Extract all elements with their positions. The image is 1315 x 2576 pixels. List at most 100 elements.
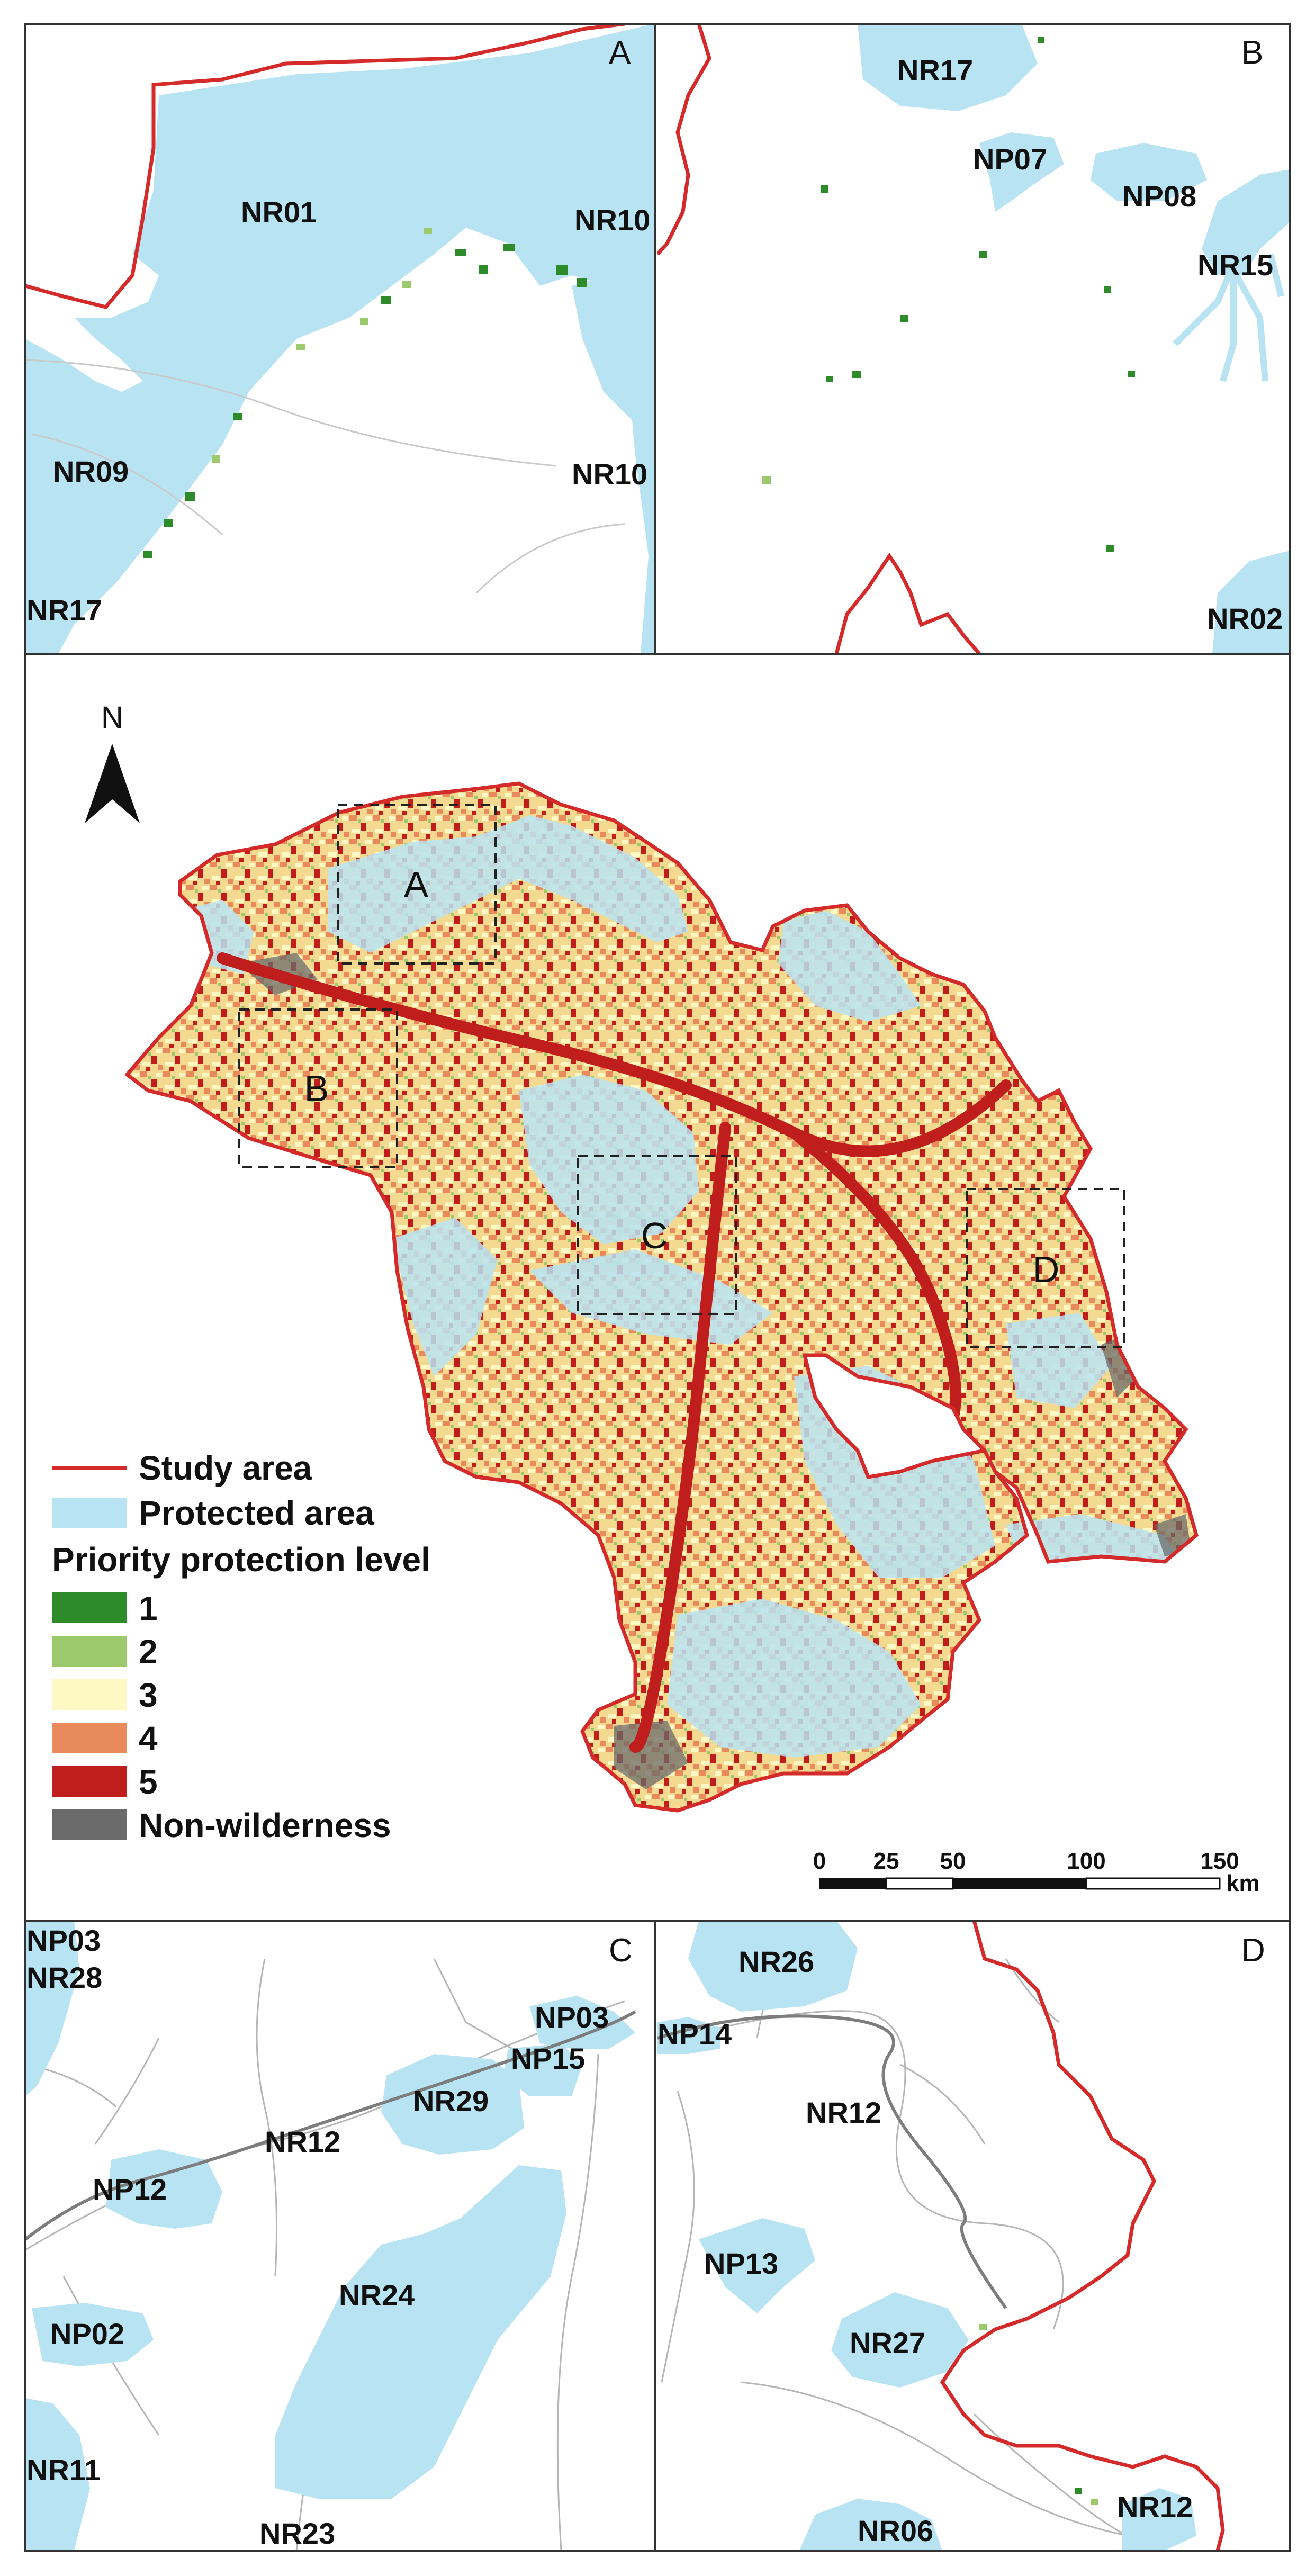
north-label: N [101, 700, 123, 735]
panel-a-letter: A [609, 34, 631, 71]
extent-label-c: C [641, 1215, 668, 1256]
protected-area-np07 [979, 132, 1064, 212]
label-nr26: NR26 [738, 1945, 814, 1978]
label-np02: NP02 [50, 2317, 124, 2350]
label-nr27: NR27 [850, 2326, 925, 2359]
label-nr17-a: NR17 [26, 593, 102, 627]
legend-priority-title: Priority protection level [52, 1541, 430, 1579]
protected-area-nr24 [275, 2165, 566, 2499]
protected-area-south [667, 1599, 921, 1758]
label-nr12-d1: NR12 [806, 2096, 881, 2129]
inset-panel-a: NR01 NR10 NR09 NR10 NR17 A [25, 24, 654, 654]
label-np15: NP15 [511, 2042, 585, 2075]
scale-bar: 0 25 50 100 150 km [813, 1848, 1260, 1896]
protected-area-nr12-d [1122, 2488, 1196, 2551]
river-nr15-branches [1173, 253, 1284, 382]
legend-level-5: 5 [139, 1763, 158, 1801]
label-np12: NP12 [93, 2173, 167, 2206]
legend-swatch-level-4 [52, 1723, 127, 1753]
inset-panel-b: NR17 NP07 NP08 NR15 NR02 B [658, 24, 1290, 654]
extent-label-d: D [1033, 1249, 1060, 1290]
panel-c-letter: C [609, 1932, 633, 1969]
river-c-3 [556, 2053, 599, 2551]
label-nr12-c: NR12 [265, 2125, 340, 2158]
study-area-boundary-d [940, 1921, 1225, 2551]
protected-area-northeast [778, 911, 921, 1022]
river-c-main [25, 2010, 636, 2241]
legend-protected-area: Protected area [139, 1494, 374, 1532]
main-map: N [24, 653, 1291, 1922]
legend: Study area Protected area Priority prote… [52, 1449, 430, 1844]
label-nr29: NR29 [413, 2084, 489, 2118]
study-area-boundary-a [25, 24, 625, 309]
protected-area-np12 [106, 2149, 222, 2229]
label-np13: NP13 [704, 2247, 778, 2280]
protected-area-southeast-b [1006, 1514, 1181, 1562]
label-nr01: NR01 [241, 195, 317, 229]
label-nr06: NR06 [858, 2514, 933, 2547]
protected-area-north [328, 815, 688, 953]
priority-patches-b [762, 37, 1135, 552]
extent-label-b: B [304, 1068, 329, 1109]
scale-tick-50: 50 [940, 1848, 966, 1874]
legend-swatch-level-5 [52, 1766, 127, 1797]
north-arrow-icon: N [85, 700, 140, 823]
river-d-main [658, 2014, 1007, 2309]
legend-level-2: 2 [139, 1633, 158, 1671]
label-nr24: NR24 [339, 2278, 415, 2312]
protected-area-np03-nr28 [25, 1921, 79, 2096]
study-area-boundary [124, 781, 1199, 1813]
river-corridor-east [788, 1127, 961, 1425]
protected-area-np13 [699, 2218, 815, 2313]
scale-tick-25: 25 [873, 1848, 899, 1874]
label-nr10-upper: NR10 [574, 203, 650, 237]
protected-area-nr11 [25, 2398, 90, 2551]
label-np07: NP07 [973, 142, 1047, 176]
label-nr10-lower: NR10 [572, 457, 647, 491]
legend-level-3: 3 [139, 1676, 158, 1714]
protected-area-nr26 [688, 1921, 858, 2012]
scale-tick-150: 150 [1200, 1848, 1239, 1874]
label-np14: NP14 [658, 2017, 732, 2051]
label-nr02: NR02 [1207, 602, 1283, 635]
bottom-panels-frame [24, 1920, 1291, 2552]
legend-swatch-protected-area [52, 1498, 127, 1528]
legend-swatch-level-2 [52, 1636, 127, 1667]
protected-area-np02 [32, 2303, 154, 2366]
label-np03-c1: NP03 [26, 1924, 101, 1957]
legend-swatch-level-3 [52, 1679, 127, 1710]
legend-non-wilderness: Non-wilderness [139, 1806, 391, 1844]
protected-area-nr01 [25, 24, 654, 654]
legend-swatch-non-wilderness [52, 1809, 127, 1840]
label-nr11: NR11 [26, 2453, 101, 2487]
scale-tick-100: 100 [1067, 1848, 1105, 1874]
river-corridor-south [629, 1122, 731, 1753]
label-nr12-d2: NR12 [1117, 2490, 1193, 2524]
protected-area-nr17-b [858, 24, 1038, 111]
extent-label-a: A [404, 864, 429, 905]
protected-area-nr02 [1212, 551, 1290, 654]
protected-area-nr27 [831, 2292, 969, 2388]
protected-area-nr15 [1202, 169, 1290, 275]
protected-area-southeast [1006, 1313, 1112, 1408]
label-nr28: NR28 [26, 1961, 102, 1994]
priority-patches-a [143, 228, 587, 558]
study-area-boundary-b-top [658, 24, 711, 256]
river-corridor-main [217, 952, 1012, 1157]
inset-panel-d: NR26 NP14 NR12 NP13 NR27 NR06 NR12 D [658, 1921, 1290, 2551]
protected-area-np08 [1091, 143, 1207, 201]
scale-unit: km [1226, 1870, 1260, 1896]
protected-area-nr06 [799, 2499, 942, 2551]
protected-area-nr29 [381, 2054, 524, 2155]
panel-d-letter: D [1241, 1932, 1265, 1969]
panel-b-letter: B [1241, 34, 1263, 71]
non-wilderness-south [614, 1721, 688, 1789]
scale-tick-0: 0 [813, 1848, 826, 1874]
label-nr23: NR23 [259, 2517, 335, 2550]
legend-level-1: 1 [139, 1589, 158, 1627]
label-nr09: NR09 [53, 455, 129, 488]
protected-area-middle-west [392, 1218, 498, 1376]
label-np08: NP08 [1122, 179, 1196, 213]
protected-area-corridor [529, 1249, 773, 1345]
